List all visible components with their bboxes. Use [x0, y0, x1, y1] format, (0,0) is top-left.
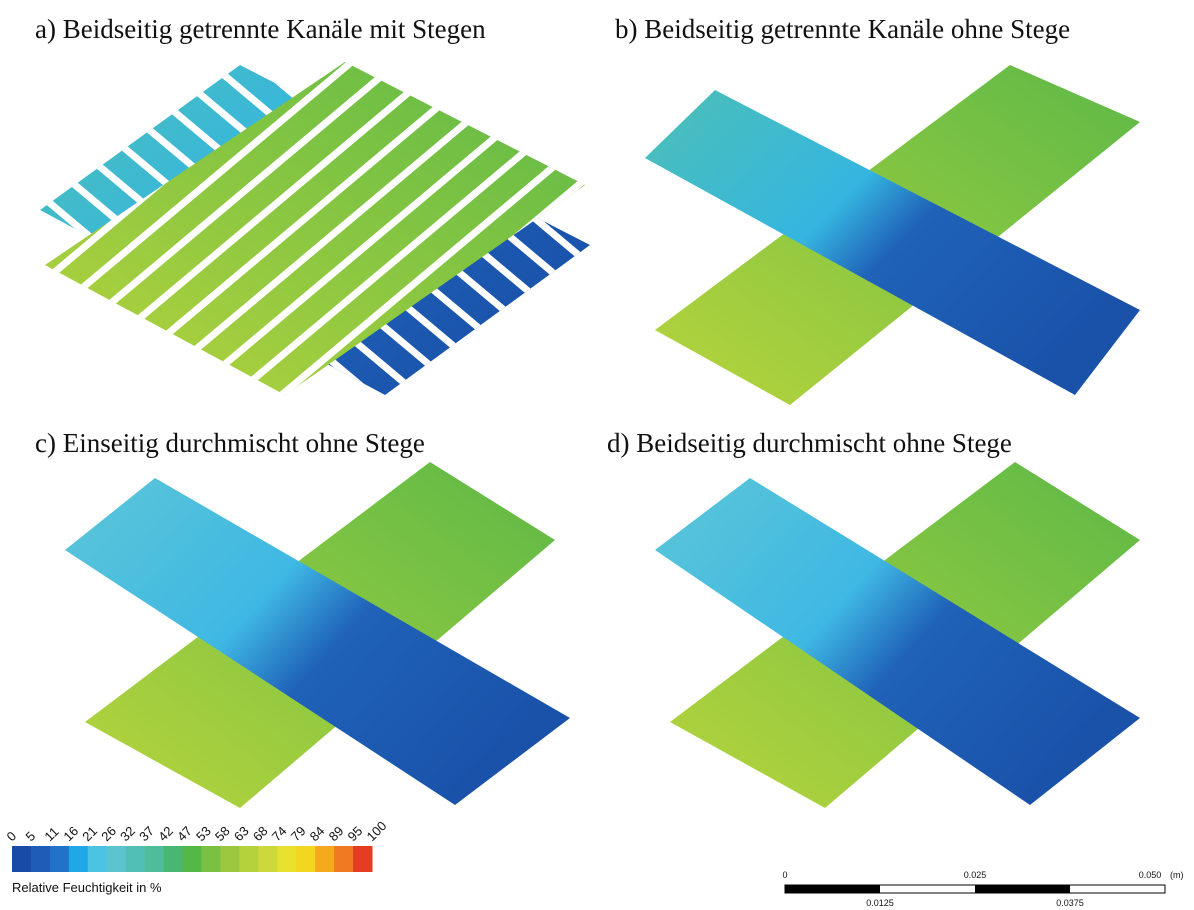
legend-tick-label: 74 [269, 823, 290, 844]
legend-swatch [106, 846, 127, 872]
legend-swatch [315, 846, 335, 872]
legend-tick-label: 0 [4, 828, 20, 844]
legend-tick-label: 42 [155, 823, 176, 844]
legend-tick-label: 95 [345, 823, 366, 844]
panel-title: b) Beidseitig getrennte Kanäle ohne Steg… [615, 14, 1070, 44]
legend-swatch [163, 846, 184, 872]
legend-swatch [144, 846, 165, 872]
legend-tick-label: 47 [174, 823, 195, 844]
channel-band [65, 478, 570, 805]
panel-title: c) Einseitig durchmischt ohne Stege [35, 428, 425, 458]
legend-swatch [239, 846, 259, 872]
legend-tick-label: 53 [193, 823, 214, 844]
legend-swatch [12, 846, 32, 872]
legend-tick-label: 21 [79, 823, 100, 844]
panel-d [655, 462, 1140, 808]
panel-title: a) Beidseitig getrennte Kanäle mit Stege… [35, 14, 486, 44]
legend-swatch [220, 846, 240, 872]
legend-tick-label: 84 [307, 823, 328, 844]
scale-label: 0 [782, 870, 787, 880]
channel-ribs [45, 62, 585, 395]
legend-swatch [277, 846, 297, 872]
legend-swatch [30, 846, 51, 872]
legend-swatch [201, 846, 221, 872]
scale-bar: 0 0.025 0.050 (m) 0.0125 0.0375 [782, 870, 1183, 908]
scale-label: 0.025 [964, 870, 987, 880]
legend-tick-label: 89 [326, 823, 347, 844]
legend-tick-label: 26 [98, 823, 119, 844]
panel-c [65, 462, 570, 808]
legend-swatch [296, 846, 316, 872]
panel-b [645, 65, 1140, 405]
legend-tick-label: 16 [60, 823, 81, 844]
legend-swatch [87, 846, 108, 872]
legend-tick-label: 5 [22, 828, 38, 844]
legend-tick-label: 63 [231, 823, 252, 844]
legend-tick-label: 37 [136, 823, 157, 844]
legend-swatch [334, 846, 354, 872]
legend-swatch [182, 846, 202, 872]
scale-label: 0.050 [1139, 870, 1162, 880]
legend-tick-label: 100 [364, 818, 390, 844]
scale-unit: (m) [1170, 870, 1184, 880]
legend-tick-label: 68 [250, 823, 271, 844]
legend-swatch [353, 846, 373, 872]
legend-swatch [68, 846, 89, 872]
scale-label: 0.0375 [1056, 898, 1084, 908]
legend-tick-label: 11 [41, 824, 61, 844]
legend-tick-label: 32 [117, 823, 138, 844]
panel-a [40, 62, 590, 395]
legend-title: Relative Feuchtigkeit in % [12, 880, 162, 895]
legend-swatch [258, 846, 278, 872]
scale-label: 0.0125 [866, 898, 894, 908]
channel-band [645, 90, 1140, 395]
legend-swatch [49, 846, 70, 872]
legend-tick-label: 58 [212, 823, 233, 844]
legend-swatch [125, 846, 146, 872]
channel-band [655, 478, 1140, 805]
panel-title: d) Beidseitig durchmischt ohne Stege [607, 428, 1012, 458]
legend-tick-label: 79 [288, 823, 309, 844]
